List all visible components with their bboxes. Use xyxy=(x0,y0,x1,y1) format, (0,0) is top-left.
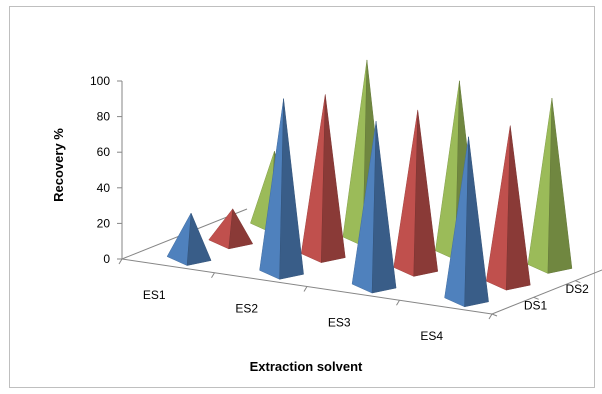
tick-labels: 020406080100ES1ES2ES3ES4DS1DS2DS3 xyxy=(90,74,590,343)
pyramid-ds3-es4 xyxy=(527,98,573,274)
pyramid-ds2-es4 xyxy=(485,125,531,291)
y-tick-label: 100 xyxy=(90,74,110,88)
x-tick-label: ES2 xyxy=(235,302,258,316)
y-axis-title: Recovery % xyxy=(51,128,66,202)
x-tick xyxy=(118,258,123,265)
pyramid-ds1-es3 xyxy=(351,121,397,294)
x-tick-label: ES4 xyxy=(420,329,443,343)
pyramid-ds1-es1 xyxy=(166,212,212,266)
pyramid-ds2-es3 xyxy=(393,109,439,277)
pyramid-ds2-es1 xyxy=(208,207,254,250)
x-tick-label: ES3 xyxy=(328,315,351,329)
x-tick xyxy=(488,313,493,320)
depth-axis-line xyxy=(491,269,602,315)
y-tick-label: 0 xyxy=(103,252,110,266)
pyramid-ds2-es2 xyxy=(300,94,346,264)
y-tick-label: 60 xyxy=(97,145,111,159)
x-tick xyxy=(211,272,215,279)
y-tick-label: 80 xyxy=(97,110,111,124)
pyramid-marks xyxy=(166,59,573,308)
x-tick-label: ES1 xyxy=(143,288,166,302)
depth-tick-label: DS1 xyxy=(524,299,548,313)
x-tick xyxy=(396,299,400,306)
depth-tick-label: DS2 xyxy=(566,282,590,296)
chart-frame xyxy=(9,6,595,388)
x-tick xyxy=(303,286,308,292)
depth-tick xyxy=(491,313,498,317)
y-tick-label: 20 xyxy=(97,216,111,230)
pyramid-ds1-es4 xyxy=(444,136,489,308)
depth-tick xyxy=(533,296,539,300)
x-axis-title: Extraction solvent xyxy=(250,359,363,374)
depth-tick xyxy=(575,280,581,284)
y-tick-label: 40 xyxy=(97,181,111,195)
pyramid-ds1-es2 xyxy=(259,98,304,280)
